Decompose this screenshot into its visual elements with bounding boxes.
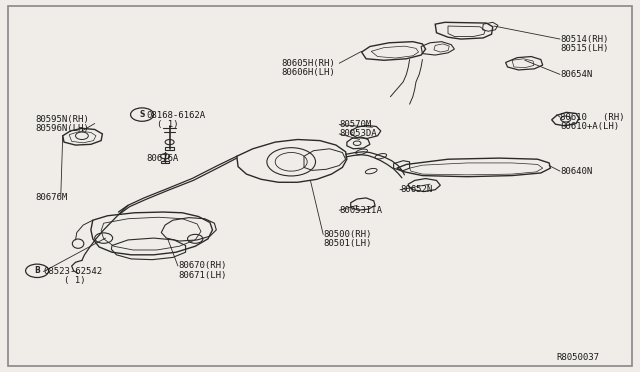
Text: 80652N: 80652N bbox=[400, 185, 432, 194]
Text: 08168-6162A: 08168-6162A bbox=[146, 111, 205, 120]
Text: R8050037: R8050037 bbox=[557, 353, 600, 362]
Ellipse shape bbox=[365, 169, 377, 174]
Text: 08523-62542: 08523-62542 bbox=[44, 267, 102, 276]
Text: S: S bbox=[140, 110, 145, 119]
Text: 80610   (RH): 80610 (RH) bbox=[560, 113, 625, 122]
Text: B: B bbox=[35, 266, 40, 275]
Text: 80606H(LH): 80606H(LH) bbox=[282, 68, 335, 77]
Text: 80053IIA: 80053IIA bbox=[339, 206, 382, 215]
Text: 80610+A(LH): 80610+A(LH) bbox=[560, 122, 619, 131]
Text: 80676M: 80676M bbox=[35, 193, 67, 202]
Text: 80671(LH): 80671(LH) bbox=[178, 271, 227, 280]
Text: 80515(LH): 80515(LH) bbox=[560, 44, 609, 53]
Text: 80595N(RH): 80595N(RH) bbox=[35, 115, 89, 124]
Ellipse shape bbox=[356, 149, 367, 154]
Text: 80501(LH): 80501(LH) bbox=[323, 239, 372, 248]
Text: ( 1): ( 1) bbox=[64, 276, 86, 285]
Text: 80676A: 80676A bbox=[146, 154, 178, 163]
Text: ( 1): ( 1) bbox=[157, 120, 179, 129]
Text: 80596N(LH): 80596N(LH) bbox=[35, 124, 89, 133]
Text: 80670(RH): 80670(RH) bbox=[178, 262, 227, 270]
Text: 80640N: 80640N bbox=[560, 167, 592, 176]
Text: 80500(RH): 80500(RH) bbox=[323, 230, 372, 239]
Text: 80514(RH): 80514(RH) bbox=[560, 35, 609, 44]
Text: 80654N: 80654N bbox=[560, 70, 592, 79]
Ellipse shape bbox=[375, 154, 387, 159]
Text: 80053DA: 80053DA bbox=[339, 129, 377, 138]
Text: 80570M: 80570M bbox=[339, 120, 371, 129]
Text: 80605H(RH): 80605H(RH) bbox=[282, 59, 335, 68]
